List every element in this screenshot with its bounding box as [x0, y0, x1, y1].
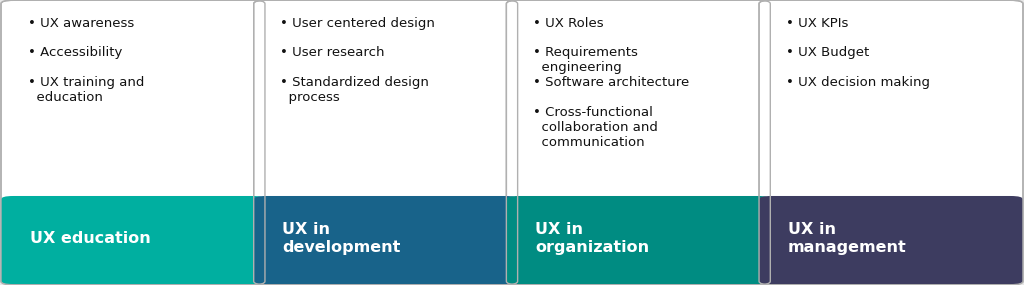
FancyBboxPatch shape — [1, 0, 265, 285]
Bar — [13, 198, 253, 245]
Text: • UX KPIs: • UX KPIs — [785, 17, 848, 30]
Bar — [518, 198, 758, 245]
FancyBboxPatch shape — [759, 196, 1023, 285]
Text: • UX Roles: • UX Roles — [532, 17, 603, 30]
FancyBboxPatch shape — [506, 0, 770, 285]
Text: • UX awareness: • UX awareness — [28, 17, 134, 30]
Text: • UX decision making: • UX decision making — [785, 76, 930, 89]
Text: • Software architecture: • Software architecture — [532, 76, 689, 89]
FancyBboxPatch shape — [254, 196, 517, 285]
FancyBboxPatch shape — [759, 0, 1023, 285]
Bar — [771, 198, 1011, 245]
Text: UX in
management: UX in management — [787, 222, 906, 255]
FancyBboxPatch shape — [1, 196, 265, 285]
FancyBboxPatch shape — [506, 196, 770, 285]
Text: UX in
organization: UX in organization — [535, 222, 649, 255]
Text: UX in
development: UX in development — [283, 222, 400, 255]
Text: • Cross-functional
  collaboration and
  communication: • Cross-functional collaboration and com… — [532, 106, 657, 149]
Text: • Accessibility: • Accessibility — [28, 46, 122, 60]
Text: • User research: • User research — [281, 46, 385, 60]
Text: UX education: UX education — [30, 231, 151, 246]
Text: • UX training and
  education: • UX training and education — [28, 76, 144, 104]
Text: • Standardized design
  process: • Standardized design process — [281, 76, 429, 104]
Text: • User centered design: • User centered design — [281, 17, 435, 30]
Bar — [266, 198, 505, 245]
FancyBboxPatch shape — [254, 0, 517, 285]
Text: • Requirements
  engineering: • Requirements engineering — [532, 46, 638, 74]
Text: • UX Budget: • UX Budget — [785, 46, 869, 60]
